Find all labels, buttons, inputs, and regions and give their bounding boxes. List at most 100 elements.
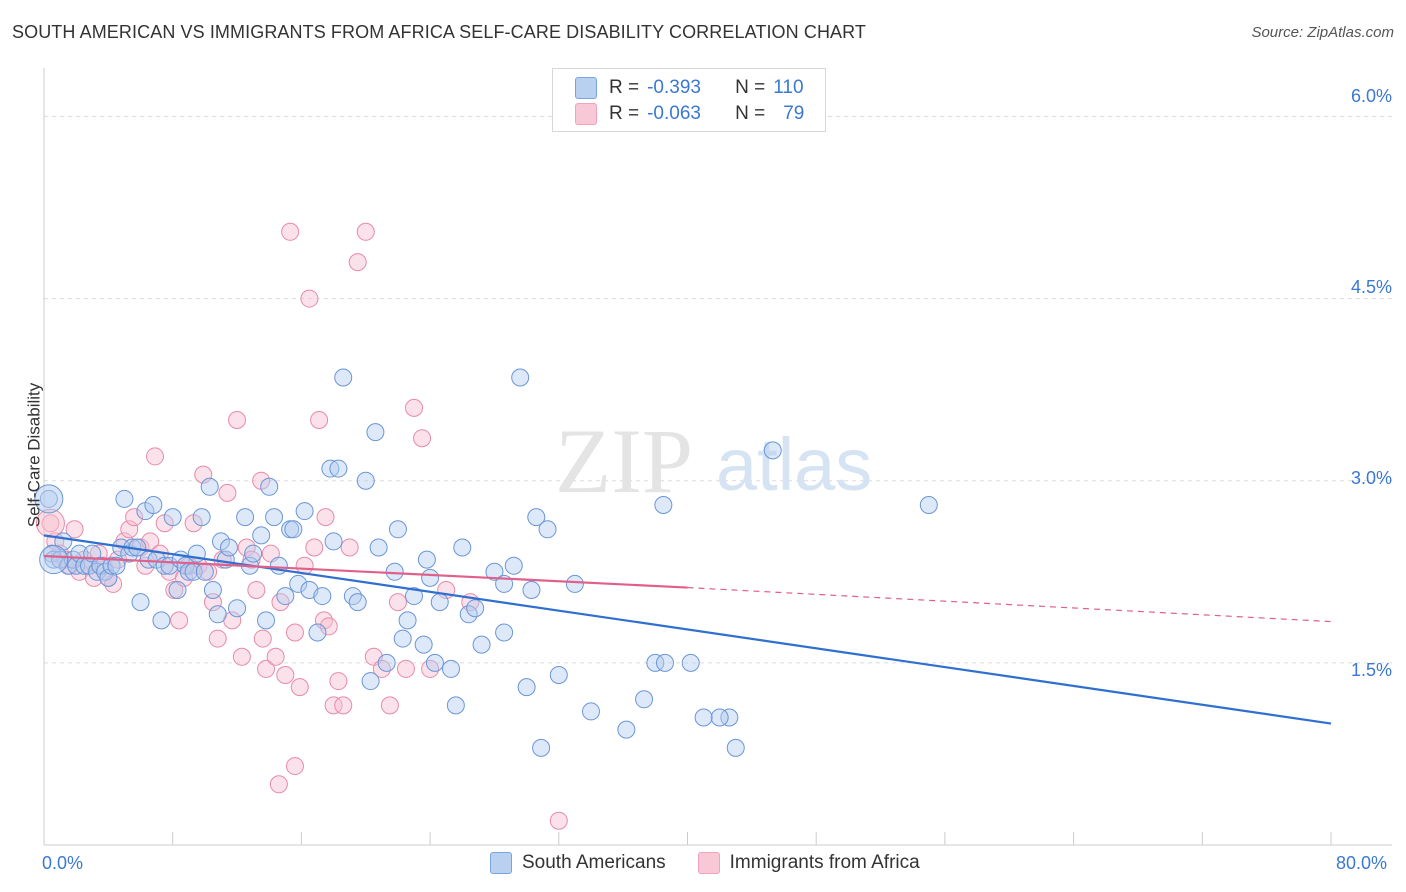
stats-row-south-americans: R = -0.393 N = 110: [575, 77, 804, 99]
point-south-americans: [377, 653, 396, 672]
point-immigrants-from-africa: [396, 659, 415, 678]
point-immigrants-from-africa: [549, 811, 568, 830]
point-south-americans: [527, 508, 546, 527]
stats-r-label: R =: [609, 103, 640, 124]
stats-n-value: 79: [783, 103, 805, 124]
legend-item-immigrants-from-africa[interactable]: Immigrants from Africa: [697, 852, 920, 874]
point-south-americans: [485, 562, 504, 581]
point-south-americans: [34, 484, 64, 514]
point-immigrants-from-africa: [372, 659, 391, 678]
point-south-americans: [720, 708, 739, 727]
point-south-americans: [260, 477, 279, 496]
point-south-americans: [289, 574, 308, 593]
stats-swatch-blue: [575, 77, 597, 99]
point-south-americans: [446, 696, 465, 715]
point-south-americans: [393, 629, 412, 648]
point-south-americans: [107, 556, 126, 575]
series-immigrants-from-africa: [35, 222, 568, 830]
point-south-americans: [192, 508, 211, 527]
point-south-americans: [414, 635, 433, 654]
point-immigrants-from-africa: [329, 672, 348, 691]
y-axis-label: Self-Care Disability: [24, 382, 44, 528]
trend-line-immigrants-from-africa-dashed: [687, 586, 1332, 623]
point-south-americans: [549, 666, 568, 684]
point-south-americans: [144, 496, 163, 514]
y-tick-label-6: 6.0%: [1350, 86, 1392, 106]
legend-label-immigrants-from-africa: Immigrants from Africa: [729, 852, 920, 873]
stats-swatch-pink: [575, 103, 597, 125]
point-south-americans: [356, 471, 375, 490]
point-south-americans: [654, 496, 673, 514]
point-south-americans: [284, 520, 303, 539]
watermark: ZIP atlas: [555, 410, 872, 512]
point-south-americans: [532, 738, 551, 757]
stats-r-value: -0.063: [647, 103, 701, 124]
axes: [43, 68, 1392, 846]
trend-line-south-americans: [43, 534, 1332, 725]
point-south-americans: [565, 574, 584, 593]
trend-line-immigrants-from-africa: [43, 554, 688, 589]
point-south-americans: [163, 508, 182, 527]
point-immigrants-from-africa: [125, 508, 144, 527]
point-south-americans: [208, 605, 227, 624]
y-tick-label-4-5: 4.5%: [1350, 277, 1392, 297]
point-south-americans: [919, 496, 938, 514]
point-south-americans: [343, 587, 362, 606]
stats-row-immigrants-from-africa: R = -0.063 N = 79: [575, 103, 804, 125]
point-immigrants-from-africa: [281, 222, 300, 241]
point-immigrants-from-africa: [305, 538, 324, 557]
point-south-americans: [244, 544, 263, 563]
x-tick-label-max: 80.0%: [1336, 853, 1388, 873]
chart-source: Source: ZipAtlas.com: [1251, 24, 1394, 41]
point-immigrants-from-africa: [324, 696, 343, 715]
stats-r-value: -0.393: [647, 77, 701, 98]
stats-legend: R = -0.393 N = 110 R = -0.063 N = 79: [552, 68, 826, 132]
point-immigrants-from-africa: [310, 411, 329, 429]
point-south-americans: [220, 538, 239, 557]
point-south-americans: [257, 611, 276, 630]
point-south-americans: [152, 611, 171, 630]
point-south-americans: [369, 538, 388, 557]
point-immigrants-from-africa: [380, 696, 399, 715]
point-south-americans: [694, 708, 713, 727]
point-immigrants-from-africa: [300, 289, 319, 308]
point-south-americans: [195, 562, 214, 581]
point-south-americans: [308, 623, 327, 642]
point-immigrants-from-africa: [271, 593, 290, 612]
point-south-americans: [504, 556, 523, 575]
point-south-americans: [495, 623, 514, 642]
point-immigrants-from-africa: [146, 447, 165, 466]
point-immigrants-from-africa: [290, 678, 309, 697]
point-immigrants-from-africa: [356, 222, 375, 241]
watermark-atlas: atlas: [716, 423, 872, 506]
stats-n-value: 110: [773, 77, 804, 98]
point-south-americans: [236, 508, 255, 527]
point-south-americans: [276, 587, 295, 606]
point-south-americans: [646, 653, 665, 672]
legend-swatch-blue: [490, 852, 512, 874]
point-immigrants-from-africa: [253, 629, 272, 648]
point-immigrants-from-africa: [247, 581, 266, 599]
point-south-americans: [398, 611, 417, 630]
point-immigrants-from-africa: [120, 520, 139, 539]
point-south-americans: [366, 423, 385, 442]
point-south-americans: [39, 545, 69, 575]
point-immigrants-from-africa: [257, 659, 276, 678]
point-immigrants-from-africa: [242, 550, 261, 569]
point-south-americans: [517, 678, 536, 697]
point-south-americans: [115, 489, 134, 508]
point-immigrants-from-africa: [228, 411, 247, 429]
grid-lines: [44, 115, 1392, 664]
point-south-americans: [131, 593, 150, 612]
point-south-americans: [295, 502, 314, 521]
point-south-americans: [361, 672, 380, 691]
legend-item-south-americans[interactable]: South Americans: [490, 852, 666, 874]
point-south-americans: [265, 508, 284, 527]
point-south-americans: [421, 568, 440, 587]
point-south-americans: [581, 702, 600, 721]
point-immigrants-from-africa: [319, 617, 338, 636]
stats-n-label: N =: [735, 77, 766, 98]
point-south-americans: [472, 635, 491, 654]
point-south-americans: [453, 538, 472, 557]
